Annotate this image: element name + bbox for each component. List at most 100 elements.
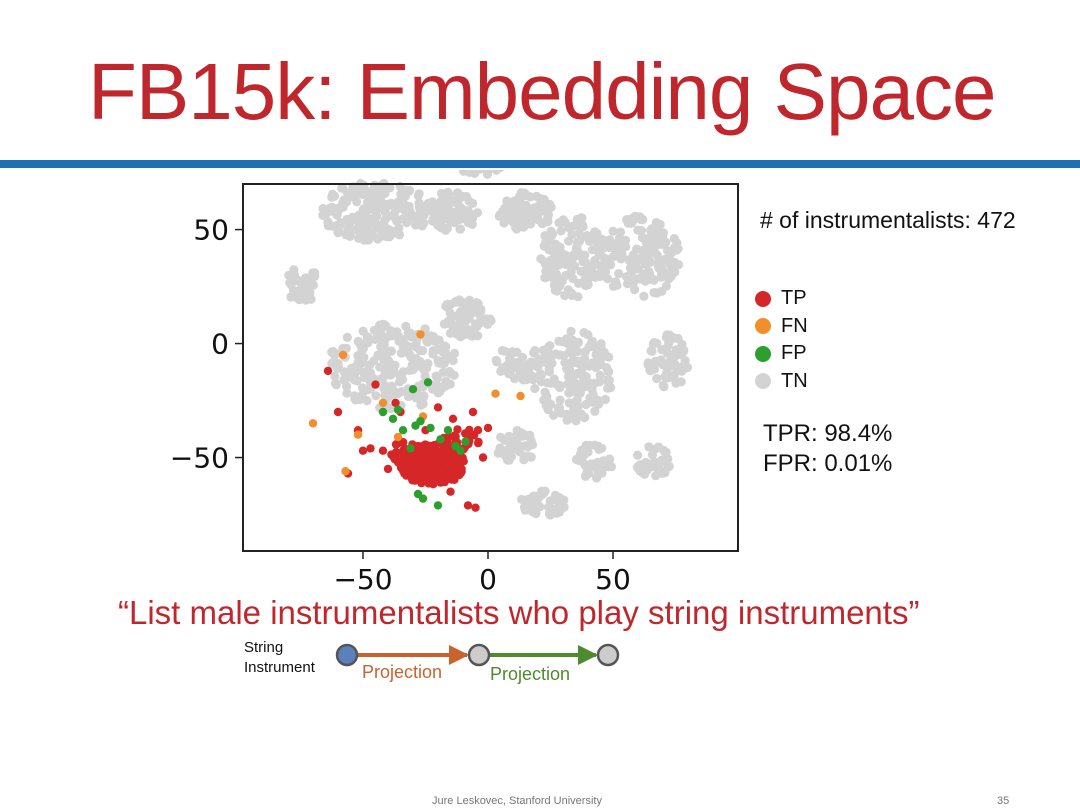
tn-point — [482, 170, 492, 179]
tn-point — [537, 219, 547, 229]
tn-point — [430, 335, 440, 345]
tn-point — [647, 450, 657, 460]
tn-point — [536, 377, 546, 387]
tn-point — [439, 358, 449, 368]
tn-point — [657, 286, 667, 296]
tn-point — [680, 356, 690, 366]
y-tick-label: 50 — [193, 214, 229, 247]
tn-point — [546, 255, 556, 265]
tn-point — [596, 339, 606, 349]
tn-point — [664, 274, 674, 284]
tn-point — [558, 249, 569, 259]
tp-point — [378, 446, 388, 455]
tn-point — [406, 332, 416, 342]
tp-point — [483, 423, 493, 433]
start-label-line2: Instrument — [244, 659, 316, 676]
tp-point — [390, 455, 399, 464]
start-label-line1: String — [244, 639, 283, 656]
tn-point — [564, 223, 574, 233]
tn-point — [577, 213, 587, 223]
tn-point — [581, 280, 591, 291]
tp-point — [433, 473, 442, 483]
tn-point — [592, 356, 602, 366]
legend-label: FP — [781, 342, 807, 365]
tn-point — [662, 332, 672, 342]
axis-ticks: −50 0 50 50 0 −50 — [170, 214, 631, 596]
tn-point — [614, 269, 624, 279]
tn-point — [621, 272, 632, 282]
tn-point — [653, 458, 664, 469]
tn-point — [593, 395, 603, 406]
tn-point — [396, 348, 406, 358]
fn-point — [516, 391, 525, 401]
tn-point — [427, 198, 437, 208]
tn-point — [594, 377, 605, 387]
tn-point — [297, 282, 307, 292]
tn-point — [602, 254, 612, 264]
projection-label-1: Projection — [362, 662, 442, 682]
tn-point — [380, 188, 390, 199]
tn-point — [403, 391, 414, 402]
tn-point — [528, 210, 538, 221]
tn-point — [608, 239, 618, 249]
tn-point — [646, 346, 656, 356]
tn-point — [395, 377, 405, 387]
tn-point — [373, 223, 383, 233]
fp-point — [411, 421, 420, 430]
tn-point — [570, 357, 580, 367]
tn-point — [387, 368, 397, 378]
tn-point — [562, 334, 572, 344]
legend: TP FN FP TN — [755, 285, 808, 395]
tn-point — [622, 215, 632, 225]
tn-point — [517, 352, 528, 362]
tn-point — [374, 333, 384, 343]
fp-point — [426, 423, 435, 433]
tn-point — [555, 395, 565, 405]
tn-point — [567, 230, 577, 240]
tn-point — [653, 261, 663, 271]
tn-point — [632, 256, 642, 266]
tn-point — [633, 225, 643, 235]
tn-point — [351, 362, 361, 372]
tn-point — [452, 311, 462, 321]
tn-point — [353, 336, 363, 347]
tn-point — [301, 295, 311, 305]
end-node-icon — [596, 643, 620, 667]
tn-point — [289, 265, 299, 275]
tn-point — [292, 293, 302, 303]
tn-point — [500, 203, 510, 213]
tn-point — [431, 371, 441, 381]
tn-point — [465, 300, 475, 310]
tn-point — [449, 348, 460, 358]
tn-point — [587, 385, 597, 395]
tn-point — [417, 221, 427, 231]
tp-point — [468, 407, 478, 417]
tn-point — [649, 239, 659, 249]
tn-point — [649, 275, 659, 285]
tn-point — [600, 394, 610, 405]
tn-point — [330, 371, 340, 381]
projection-label-2: Projection — [490, 664, 570, 684]
tn-point — [674, 349, 684, 360]
tp-point — [408, 476, 418, 485]
tn-point — [502, 196, 512, 206]
tn-point — [493, 170, 501, 172]
fp-point — [406, 444, 415, 453]
tn-point — [445, 216, 455, 226]
tn-point — [588, 269, 599, 279]
tn-point — [584, 236, 594, 246]
tn-point — [574, 228, 584, 238]
tn-point — [584, 440, 594, 450]
fn-point — [338, 350, 348, 360]
tn-point — [332, 363, 342, 373]
tn-point — [348, 215, 358, 225]
tn-point — [418, 346, 428, 356]
tn-point — [388, 226, 398, 236]
tn-point — [345, 231, 355, 241]
start-node-icon — [335, 643, 359, 667]
tp-point — [383, 464, 393, 474]
tn-point — [535, 491, 545, 501]
tn-point — [406, 352, 416, 362]
tn-point — [650, 228, 660, 238]
tn-point — [473, 299, 483, 309]
